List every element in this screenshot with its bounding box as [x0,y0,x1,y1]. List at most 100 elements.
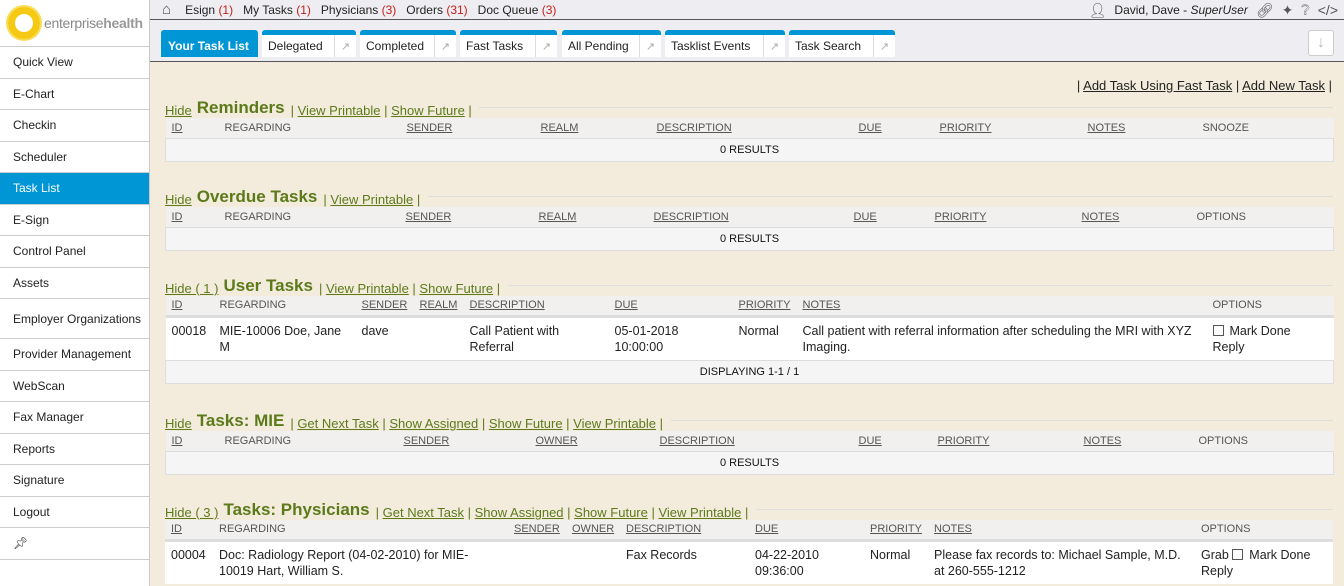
sidebar-item-signature[interactable]: Signature [0,465,149,497]
mark-done-checkbox[interactable] [1232,548,1244,560]
hide-link[interactable]: Hide ( 3 ) [165,505,219,520]
open-in-new-icon[interactable]: ↗ [763,35,785,57]
column-header-description[interactable]: DESCRIPTION [656,121,732,134]
sidebar-item-quick-view[interactable]: Quick View [0,47,149,79]
column-header-notes[interactable]: NOTES [802,299,841,312]
top-link-esign[interactable]: Esign (1) [185,3,233,17]
open-in-new-icon[interactable]: ↗ [535,35,557,57]
tab-your-task-list[interactable]: Your Task List [161,30,258,57]
column-header-notes[interactable]: NOTES [1087,121,1126,134]
column-header-sender[interactable]: SENDER [405,210,452,223]
column-header-owner[interactable]: OWNER [535,434,578,447]
view-printable-link[interactable]: View Printable [330,192,414,207]
sidebar-item-webscan[interactable]: WebScan [0,371,149,402]
view-printable-link[interactable]: View Printable [573,416,657,431]
view-printable-link[interactable]: View Printable [325,281,409,296]
reply-link[interactable]: Reply [1212,339,1245,354]
show-assigned-link[interactable]: Show Assigned [389,416,479,431]
code-icon[interactable]: </> [1317,2,1338,18]
hide-link[interactable]: Hide ( 1 ) [165,281,219,296]
top-link-physicians[interactable]: Physicians (3) [321,3,396,17]
column-header-priority[interactable]: PRIORITY [934,210,987,223]
download-button[interactable]: ↓ [1308,30,1334,56]
column-header-notes[interactable]: NOTES [1083,434,1122,447]
show-future-link[interactable]: Show Future [488,416,563,431]
tab-fast-tasks[interactable]: Fast Tasks ↗ [460,30,557,57]
tab-all-pending[interactable]: All Pending ↗ [562,30,661,57]
column-header-priority[interactable]: PRIORITY [939,121,992,134]
column-header-description[interactable]: DESCRIPTION [659,434,735,447]
get-next-task-link[interactable]: Get Next Task [382,505,465,520]
column-header-description[interactable]: DESCRIPTION [653,210,729,223]
column-header-id[interactable]: ID [171,299,183,312]
sidebar-item-e-sign[interactable]: E-Sign [0,205,149,236]
logo[interactable]: enterprisehealth [0,0,149,47]
column-header-realm[interactable]: REALM [419,299,458,312]
column-header-description[interactable]: DESCRIPTION [626,523,702,536]
get-next-task-link[interactable]: Get Next Task [297,416,379,431]
column-header-sender[interactable]: SENDER [403,434,450,447]
open-in-new-icon[interactable]: ↗ [334,35,356,57]
open-in-new-icon[interactable]: ↗ [434,35,456,57]
pin-button[interactable]: 📌︎ [0,528,149,560]
column-header-id[interactable]: ID [171,434,183,447]
column-header-notes[interactable]: NOTES [1081,210,1120,223]
column-header-id[interactable]: ID [171,121,183,134]
top-link-orders[interactable]: Orders (31) [406,3,467,17]
tab-task-search[interactable]: Task Search ↗ [789,30,895,57]
sidebar-item-logout[interactable]: Logout [0,497,149,528]
sidebar-item-employer-organizations[interactable]: Employer Organizations [0,299,149,339]
help-icon[interactable]: ❔︎ [1301,1,1310,18]
show-future-link[interactable]: Show Future [574,505,648,520]
sidebar-item-scheduler[interactable]: Scheduler [0,142,149,173]
column-header-due[interactable]: DUE [853,210,877,223]
table-row[interactable]: 00018 MIE-10006 Doe, Jane M dave Call Patie… [165,316,1334,360]
mark-done-checkbox[interactable] [1212,324,1224,336]
show-assigned-link[interactable]: Show Assigned [474,505,564,520]
view-printable-link[interactable]: View Printable [297,103,381,118]
link-icon[interactable]: 🔗︎ [1255,1,1274,18]
sidebar-item-control-panel[interactable]: Control Panel [0,236,149,268]
open-in-new-icon[interactable]: ↗ [639,35,661,57]
column-header-priority[interactable]: PRIORITY [937,434,990,447]
home-icon[interactable]: ⌂ [162,1,172,18]
open-in-new-icon[interactable]: ↗ [873,35,895,57]
show-future-link[interactable]: Show Future [391,103,465,118]
column-header-realm[interactable]: REALM [538,210,577,223]
top-link-my-tasks[interactable]: My Tasks (1) [243,3,311,17]
show-future-link[interactable]: Show Future [419,281,494,296]
reply-link[interactable]: Reply [1201,563,1233,578]
sidebar-item-reports[interactable]: Reports [0,434,149,465]
add-new-task-link[interactable]: Add New Task [1242,78,1325,93]
column-header-sender[interactable]: SENDER [514,523,560,536]
sidebar-item-e-chart[interactable]: E-Chart [0,79,149,110]
sidebar-item-checkin[interactable]: Checkin [0,110,149,142]
column-header-id[interactable]: ID [171,523,182,536]
add-fast-task-link[interactable]: Add Task Using Fast Task [1083,78,1233,93]
sidebar-item-provider-management[interactable]: Provider Management [0,339,149,371]
column-header-sender[interactable]: SENDER [406,121,453,134]
sidebar-item-fax-manager[interactable]: Fax Manager [0,402,149,434]
column-header-notes[interactable]: NOTES [934,523,972,536]
sidebar-item-assets[interactable]: Assets [0,268,149,299]
magic-wand-icon[interactable]: ✦ [1281,1,1294,18]
column-header-realm[interactable]: REALM [540,121,579,134]
hide-link[interactable]: Hide [165,103,192,118]
column-header-due[interactable]: DUE [858,434,882,447]
column-header-priority[interactable]: PRIORITY [870,523,922,536]
column-header-due[interactable]: DUE [858,121,882,134]
hide-link[interactable]: Hide [165,192,192,207]
column-header-owner[interactable]: OWNER [572,523,615,536]
table-row[interactable]: 00004 Doc: Radiology Report (04-02-2010) … [165,540,1333,584]
column-header-id[interactable]: ID [171,210,183,223]
tab-completed[interactable]: Completed ↗ [360,30,456,57]
tab-delegated[interactable]: Delegated ↗ [262,30,356,57]
column-header-due[interactable]: DUE [614,299,638,312]
user-name[interactable]: David, Dave - SuperUser [1114,3,1248,17]
grab-link[interactable]: Grab [1201,547,1229,562]
tab-tasklist-events[interactable]: Tasklist Events ↗ [665,30,785,57]
column-header-priority[interactable]: PRIORITY [738,299,791,312]
column-header-sender[interactable]: SENDER [361,299,408,312]
top-link-doc-queue[interactable]: Doc Queue (3) [478,3,557,17]
hide-link[interactable]: Hide [165,416,192,431]
